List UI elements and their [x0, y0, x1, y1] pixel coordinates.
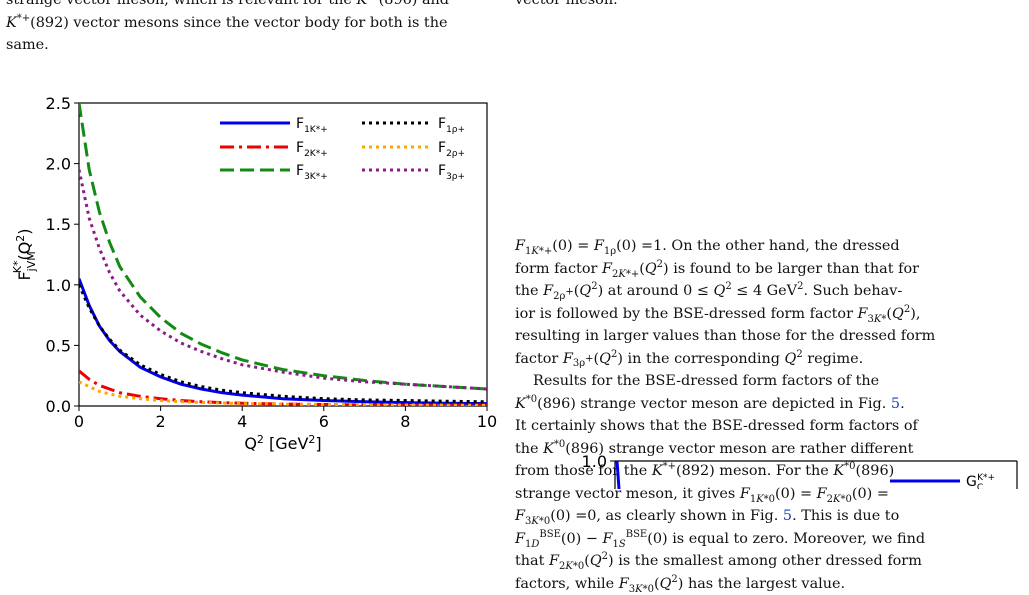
plot-frame [78, 102, 488, 407]
x-tick-label: 6 [319, 412, 329, 431]
fragment-text: vector meson. [515, 0, 618, 8]
x-tick-label: 4 [237, 412, 247, 431]
y-tick-label: 2.0 [46, 155, 71, 174]
left-text-line-3: same. [6, 37, 49, 53]
x-axis-label: Q2 [GeV2] [244, 433, 321, 453]
y-tick-label: 0.5 [46, 336, 71, 355]
x-tick-label: 8 [400, 412, 410, 431]
fig-ref-link-2[interactable]: 5 [782, 508, 793, 524]
y-tick-label: 2.5 [46, 94, 71, 113]
right-fragment: vector meson. [515, 0, 618, 12]
legend-label: F1ρ+ [438, 116, 465, 135]
legend-label: GCK*+ [966, 473, 995, 489]
y-tick-label: 0.0 [46, 397, 71, 416]
legend-label: F3ρ+ [438, 163, 465, 182]
series-line-F1ρ+ [79, 284, 487, 404]
form-factor-chart: 0 2 4 6 8 10 0.0 0.5 1.0 1.5 2.0 2.5 Q2 [GeV2] FjVMK*… [11, 94, 497, 453]
fig-ref-link[interactable]: 5 [890, 395, 901, 412]
series-line-G_C [615, 460, 621, 489]
left-text-line-2: K*+(892) vector mesons since the vector … [6, 12, 448, 31]
series-line-F3ρ+ [79, 169, 487, 391]
y-axis-label: FjVMK*(Q2) [11, 228, 38, 280]
left-text-line-1: strange vector meson, which is relevant … [6, 0, 450, 8]
legend-label: F2ρ+ [438, 140, 465, 159]
x-tick-label: 2 [156, 412, 166, 431]
paragraph-dressed-form-factor: F1K*+(0) = F1ρ(0) =1. On the other hand,… [515, 238, 936, 595]
left-paragraph: strange vector meson, which is relevant … [6, 0, 498, 57]
y-tick-label: 1.5 [46, 215, 71, 234]
series-line-F3K*+ [79, 103, 487, 391]
x-tick-label: 10 [477, 412, 497, 431]
legend-label: F1K*+ [296, 116, 328, 135]
legend-label: F2K*+ [296, 140, 328, 159]
series-line-F2ρ+ [79, 380, 487, 406]
legend-label: F3K*+ [296, 163, 328, 182]
x-tick-label: 0 [74, 412, 84, 431]
y-tick-label: 1.0 [46, 276, 71, 295]
next-figure-chart: 1.0 GCK*+ [582, 452, 1018, 489]
y-tick-label: 1.0 [582, 452, 607, 471]
